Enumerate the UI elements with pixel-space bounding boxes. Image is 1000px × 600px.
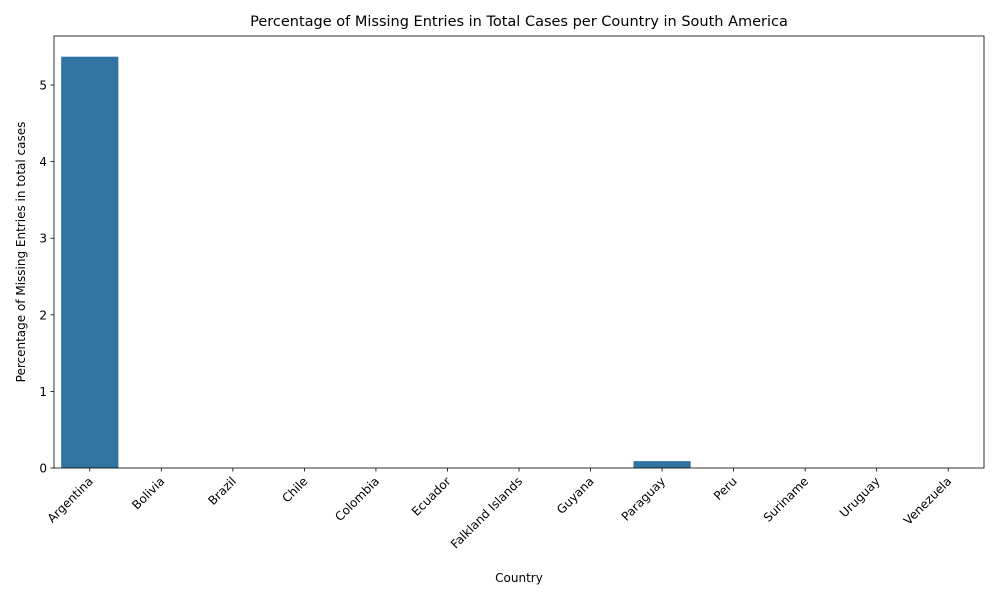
bar-argentina (61, 56, 119, 469)
plot-frame (53, 35, 985, 469)
bars-group (61, 56, 691, 469)
y-tick-label: 1 (39, 385, 47, 399)
y-axis-title: Percentage of Missing Entries in total c… (14, 122, 28, 383)
x-tick-label: Guyana (554, 474, 597, 517)
x-axis-title: Country (495, 571, 543, 585)
y-tick-label: 0 (39, 462, 47, 476)
x-tick-label: Bolivia (129, 474, 167, 512)
x-tick-label: Brazil (205, 474, 239, 508)
x-tick-label: Venezuela (901, 474, 954, 527)
y-tick-label: 5 (39, 79, 47, 93)
y-axis-ticks: 0 1 2 3 4 5 (39, 79, 54, 476)
x-axis-ticks: Argentina Bolivia Brazil Chile Colombia Ecuad… (45, 468, 954, 551)
x-tick-label: Chile (279, 474, 310, 505)
x-tick-label: Falkland Islands (448, 474, 525, 551)
x-tick-label: Paraguay (619, 474, 669, 524)
chart-title: Percentage of Missing Entries in Total C… (250, 14, 788, 30)
x-tick-label: Peru (711, 474, 740, 503)
y-tick-label: 2 (39, 308, 47, 322)
x-tick-label: Ecuador (409, 474, 454, 519)
x-tick-label: Colombia (332, 474, 382, 524)
bar-paraguay (633, 461, 691, 468)
y-tick-label: 3 (39, 232, 47, 246)
x-tick-label: Argentina (45, 474, 96, 525)
x-tick-label: Uruguay (837, 474, 883, 520)
y-tick-label: 4 (39, 155, 47, 169)
x-tick-label: Suriname (761, 474, 812, 525)
